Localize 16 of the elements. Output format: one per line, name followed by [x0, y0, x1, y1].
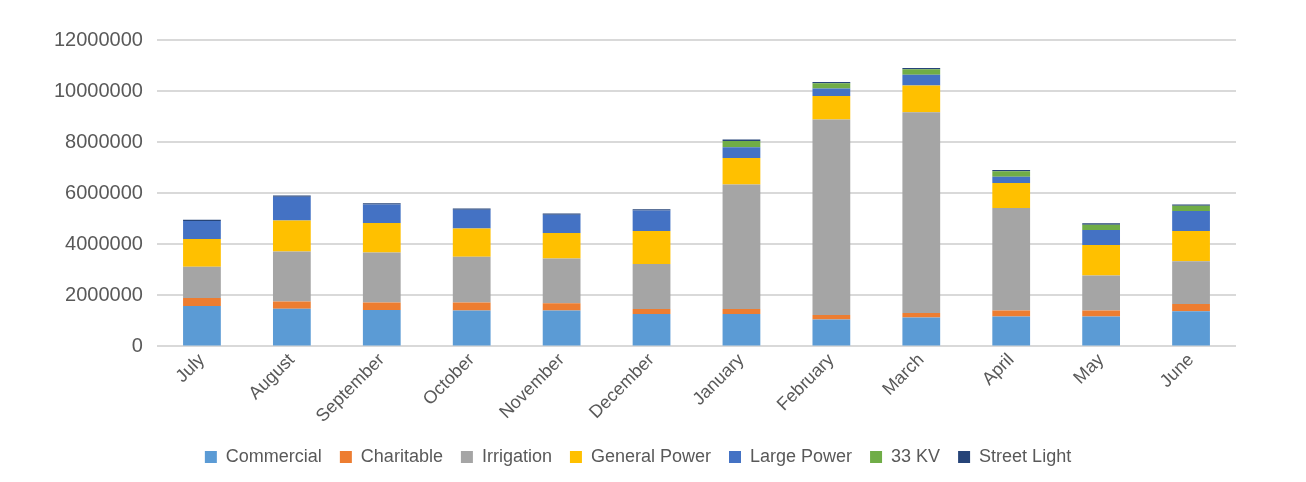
y-tick-label: 12000000: [54, 27, 143, 50]
legend-label: Street Light: [979, 445, 1072, 466]
legend-label: Irrigation: [481, 445, 552, 466]
x-tick-label: May: [1069, 349, 1108, 388]
y-tick-label: 2000000: [65, 282, 143, 305]
y-tick-label: 4000000: [65, 231, 143, 254]
y-tick-label: 6000000: [65, 180, 143, 203]
y-tick-label: 8000000: [65, 129, 143, 152]
legend-label: 33 KV: [891, 445, 941, 466]
x-tick-label: July: [171, 349, 209, 387]
y-tick-label: 0: [131, 333, 143, 356]
legend-label: Large Power: [750, 445, 853, 466]
legend-label: Charitable: [360, 445, 443, 466]
y-tick-label: 10000000: [54, 78, 143, 101]
legend-label: General Power: [590, 445, 711, 466]
legend-label: Commercial: [225, 445, 322, 466]
